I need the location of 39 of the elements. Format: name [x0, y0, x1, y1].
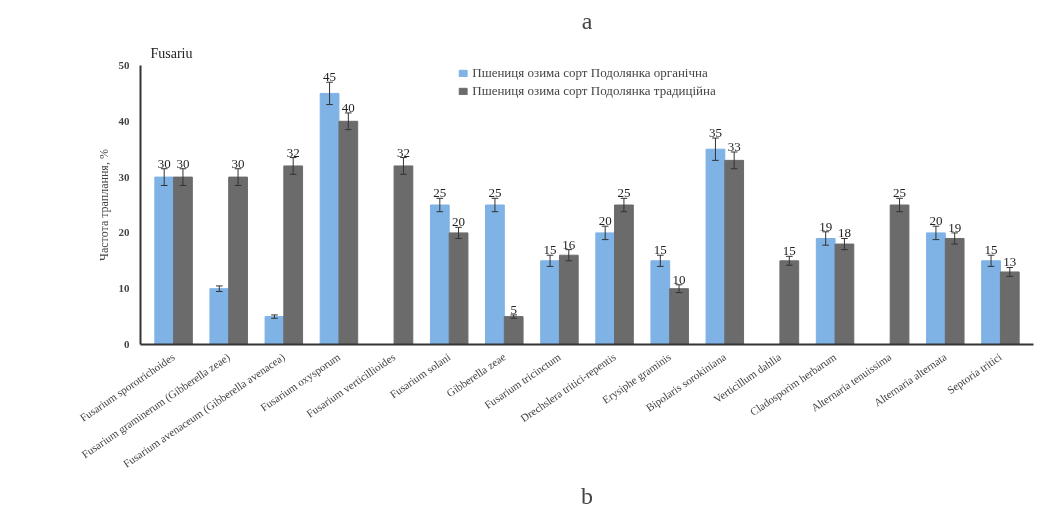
data-label: 30	[176, 155, 190, 171]
data-label: 20	[929, 213, 943, 229]
data-label: 15	[653, 242, 667, 258]
data-label: 5	[510, 301, 517, 317]
data-label: 20	[598, 213, 612, 229]
y-tick-label: 20	[118, 226, 130, 239]
data-label: 35	[708, 125, 722, 141]
data-label: 15	[543, 242, 557, 258]
data-label: 19	[819, 218, 833, 234]
data-label: 32	[286, 144, 300, 160]
data-label: 33	[727, 138, 741, 154]
legend-label: Пшениця озима сорт Подолянка органічна	[472, 65, 708, 81]
y-tick-label: 0	[124, 338, 130, 350]
data-label: 25	[893, 185, 907, 201]
chart-title: a	[581, 7, 593, 34]
y-tick-label: 30	[118, 170, 130, 183]
legend-label: Пшениця озима сорт Подолянка традиційна	[472, 83, 716, 99]
data-label: 30	[231, 155, 245, 171]
data-label: 25	[617, 185, 631, 201]
data-label: 20	[452, 214, 466, 230]
data-label: 15	[782, 243, 796, 259]
y-tick-label: 40	[118, 114, 130, 127]
data-label: 32	[396, 144, 410, 160]
y-axis-title: Частота траплання, %	[96, 149, 111, 261]
text: Fusariu	[150, 45, 193, 61]
data-label: 10	[672, 271, 686, 287]
data-label: 19	[948, 219, 962, 235]
data-label: 25	[433, 185, 447, 201]
data-label: 18	[837, 225, 851, 241]
data-label: 13	[1003, 254, 1017, 270]
data-label: 45	[323, 69, 337, 85]
data-label: 25	[488, 185, 502, 201]
data-label: 15	[984, 242, 998, 258]
data-label: 30	[157, 155, 171, 171]
y-tick-label: 50	[118, 59, 130, 71]
data-label: 40	[341, 99, 355, 115]
data-label: 16	[562, 236, 576, 252]
y-tick-label: 10	[118, 282, 130, 295]
text: b	[581, 482, 593, 509]
